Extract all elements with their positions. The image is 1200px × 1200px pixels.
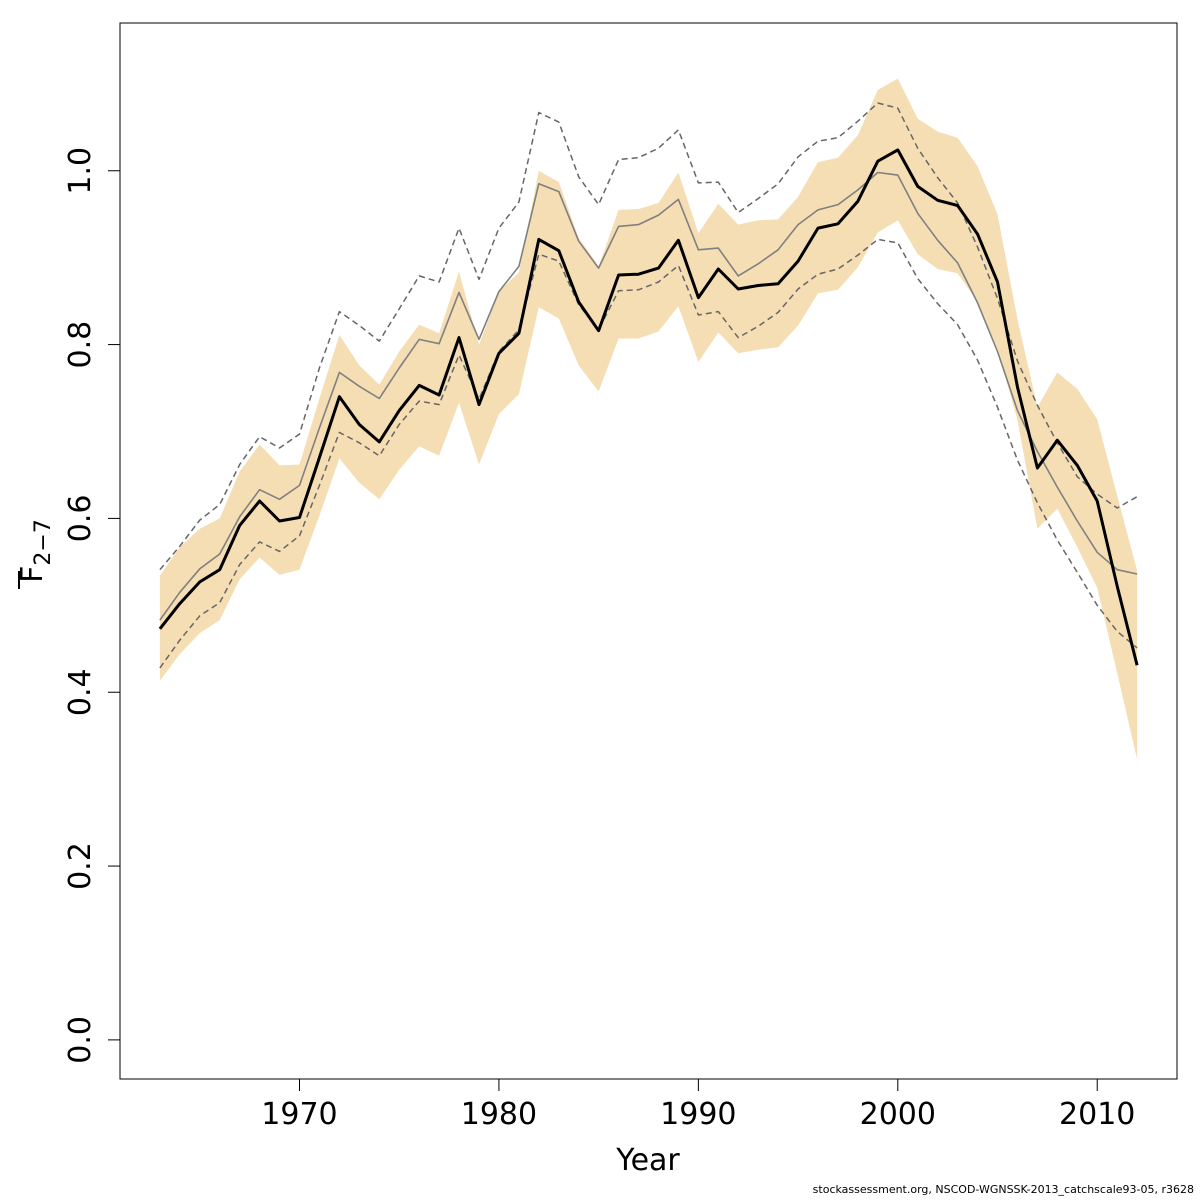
x-axis: 1970 1980 1990 2000 2010 xyxy=(261,1078,1135,1132)
y-axis-title: F2−7 xyxy=(15,519,56,589)
band-area xyxy=(159,78,1138,760)
y-tick-label: 0.2 xyxy=(63,842,98,890)
x-tick-label: 2000 xyxy=(860,1097,936,1132)
series-line-comparison-upper xyxy=(159,102,1138,571)
svg-text:F2−7: F2−7 xyxy=(15,519,56,583)
y-tick-label: 0.6 xyxy=(63,495,98,543)
series-lines xyxy=(158,102,1139,669)
y-tick-label: 0.8 xyxy=(63,321,98,369)
y-axis-title-main: F xyxy=(15,566,50,583)
confidence-band xyxy=(159,78,1138,760)
x-tick-label: 1990 xyxy=(660,1097,736,1132)
series-line-comparison-lower xyxy=(159,238,1138,669)
x-tick-label: 1970 xyxy=(261,1097,337,1132)
y-axis-title-sub: 2−7 xyxy=(31,519,56,565)
y-tick-label: 0.4 xyxy=(63,668,98,716)
x-tick-label: 1980 xyxy=(461,1097,537,1132)
y-tick-label: 0.0 xyxy=(63,1016,98,1064)
footer-note: stockassessment.org, NSCOD-WGNSSK-2013_c… xyxy=(812,1183,1194,1196)
x-tick-label: 2010 xyxy=(1059,1097,1135,1132)
y-tick-label: 1.0 xyxy=(63,147,98,195)
series-line-estimate xyxy=(158,148,1139,666)
x-axis-title: Year xyxy=(615,1143,680,1178)
series-line-comparison xyxy=(159,171,1138,621)
y-axis: 0.0 0.2 0.4 0.6 0.8 1.0 xyxy=(63,147,121,1064)
